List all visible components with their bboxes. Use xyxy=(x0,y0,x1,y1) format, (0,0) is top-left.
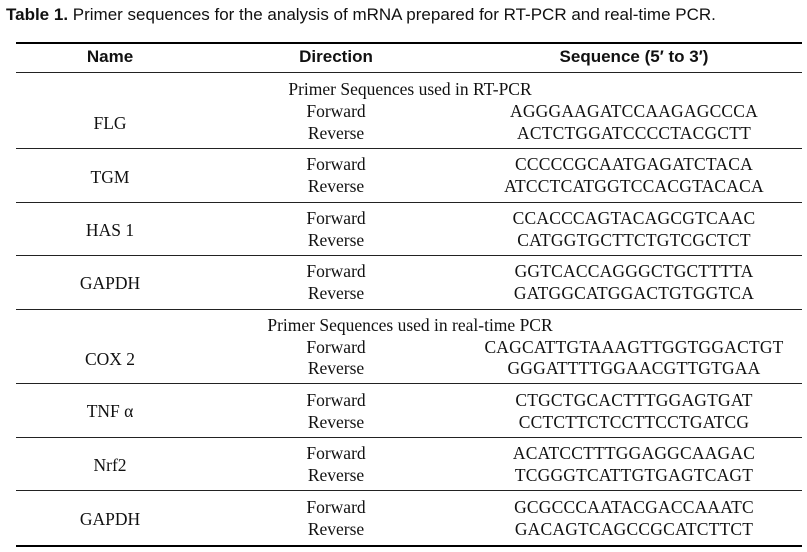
row-name: Nrf2 xyxy=(93,455,127,475)
row-sequence-forward: ACATCCTTTGGAGGCAAGAC xyxy=(512,443,756,463)
row-direction-reverse: Reverse xyxy=(307,412,365,432)
header-sequence: Sequence (5′ to 3′) xyxy=(559,47,709,66)
table-top-rule xyxy=(16,42,802,44)
table-caption-text: Primer sequences for the analysis of mRN… xyxy=(68,5,716,24)
row-direction-reverse: Reverse xyxy=(307,465,365,485)
row-sequence-reverse: GACAGTCAGCCGCATCTTCT xyxy=(514,519,754,539)
row-sequence-forward: AGGGAAGATCCAAGAGCCCA xyxy=(509,101,759,121)
row-direction-reverse: Reverse xyxy=(307,230,365,250)
row-divider xyxy=(16,437,802,438)
row-direction-forward: Forward xyxy=(306,443,366,463)
row-divider xyxy=(16,202,802,203)
section-divider xyxy=(16,309,802,310)
row-sequence-reverse: GGGATTTTGGAACGTTGTGAA xyxy=(507,358,761,378)
row-direction-forward: Forward xyxy=(306,154,366,174)
row-direction-reverse: Reverse xyxy=(307,519,365,539)
row-divider xyxy=(16,490,802,491)
section-title-real-time-pcr: Primer Sequences used in real-time PCR xyxy=(267,315,553,335)
row-sequence-reverse: GATGGCATGGACTGTGGTCA xyxy=(513,283,755,303)
row-name: COX 2 xyxy=(84,349,136,369)
row-direction-forward: Forward xyxy=(306,208,366,228)
row-direction-forward: Forward xyxy=(306,390,366,410)
row-direction-reverse: Reverse xyxy=(307,123,365,143)
row-divider xyxy=(16,148,802,149)
row-direction-reverse: Reverse xyxy=(307,283,365,303)
row-name: FLG xyxy=(93,113,127,133)
row-divider xyxy=(16,383,802,384)
row-sequence-forward: CTGCTGCACTTTGGAGTGAT xyxy=(515,390,753,410)
row-name: HAS 1 xyxy=(85,220,135,240)
row-sequence-forward: GGTCACCAGGGCTGCTTTTA xyxy=(514,261,754,281)
row-sequence-reverse: CATGGTGCTTCTGTCGCTCT xyxy=(517,230,751,250)
row-sequence-reverse: CCTCTTCTCCTTCCTGATCG xyxy=(518,412,750,432)
table-caption: Table 1. Primer sequences for the analys… xyxy=(6,4,716,26)
row-name: TGM xyxy=(90,167,130,187)
row-sequence-forward: GCGCCCAATACGACCAAATC xyxy=(514,497,754,517)
row-sequence-reverse: ATCCTCATGGTCCACGTACACA xyxy=(504,176,764,196)
row-sequence-forward: CCCCCGCAATGAGATCTACA xyxy=(515,154,753,174)
row-name: GAPDH xyxy=(79,273,141,293)
header-name: Name xyxy=(86,47,134,66)
row-direction-forward: Forward xyxy=(306,101,366,121)
row-direction-reverse: Reverse xyxy=(307,176,365,196)
header-direction: Direction xyxy=(299,47,373,66)
row-sequence-reverse: TCGGGTCATTGTGAGTCAGT xyxy=(514,465,754,485)
table-caption-label: Table 1. xyxy=(6,5,69,24)
row-divider xyxy=(16,255,802,256)
row-direction-reverse: Reverse xyxy=(307,358,365,378)
row-direction-forward: Forward xyxy=(306,337,366,357)
header-bottom-rule xyxy=(16,72,802,73)
row-direction-forward: Forward xyxy=(306,497,366,517)
row-sequence-forward: CAGCATTGTAAAGTTGGTGGACTGT xyxy=(484,337,784,357)
row-sequence-forward: CCACCCAGTACAGCGTCAAC xyxy=(512,208,756,228)
row-direction-forward: Forward xyxy=(306,261,366,281)
table-bottom-rule xyxy=(16,545,802,547)
row-name: TNF α xyxy=(86,401,134,421)
section-title-rt-pcr: Primer Sequences used in RT-PCR xyxy=(288,79,532,99)
row-name: GAPDH xyxy=(79,509,141,529)
row-sequence-reverse: ACTCTGGATCCCCTACGCTT xyxy=(516,123,752,143)
